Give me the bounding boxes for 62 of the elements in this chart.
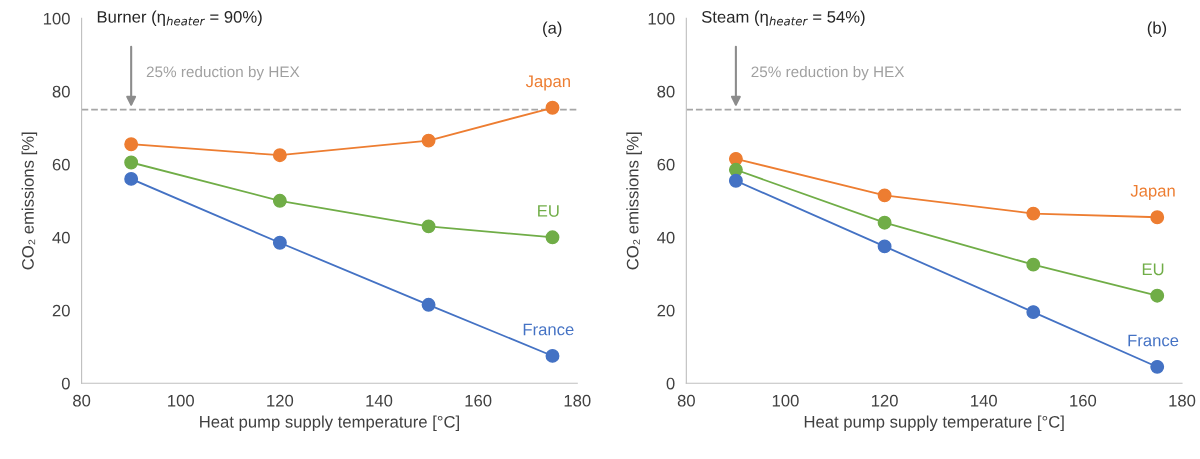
point xyxy=(877,239,892,254)
point xyxy=(421,133,436,148)
point xyxy=(124,155,139,170)
y-tick-label: 80 xyxy=(52,85,70,98)
y-tick-label: 0 xyxy=(666,377,675,390)
x-tick-label: 160 xyxy=(465,394,492,407)
y-tick-label: 100 xyxy=(648,12,675,25)
x-tick-label: 80 xyxy=(73,394,91,407)
y-tick-label: 0 xyxy=(61,377,70,390)
y-tick-label: 20 xyxy=(657,304,675,317)
series-label: EU xyxy=(1142,263,1164,276)
point xyxy=(1026,206,1041,221)
point xyxy=(272,148,287,163)
point xyxy=(1150,210,1165,225)
x-tick-label: 140 xyxy=(971,394,997,407)
x-tick-label: 180 xyxy=(564,394,591,407)
point xyxy=(545,230,560,245)
point xyxy=(124,171,139,186)
y-tick-label: 60 xyxy=(52,158,70,171)
y-tick-label: 80 xyxy=(657,85,675,98)
x-tick-label: 100 xyxy=(772,394,799,407)
point xyxy=(272,235,287,250)
ref-line-label: 25% reduction by HEX xyxy=(146,65,300,81)
x-axis-title: Heat pump supply temperature [°C] xyxy=(200,415,459,431)
y-tick-label: 40 xyxy=(657,231,675,244)
point xyxy=(1026,257,1041,272)
chart-title: Steam (η$_{heater}$ = 54%) xyxy=(701,10,865,27)
point xyxy=(124,137,139,152)
series-label: EU xyxy=(538,205,559,217)
y-tick-label: 20 xyxy=(52,304,70,317)
x-axis-title: Heat pump supply temperature [°C] xyxy=(804,415,1064,431)
series-label: France xyxy=(523,323,574,336)
y-axis-title: CO₂ emissions [%] xyxy=(626,132,642,270)
y-tick-label: 60 xyxy=(657,158,675,171)
annotation: (b) xyxy=(1147,21,1167,38)
point xyxy=(1150,359,1165,374)
point xyxy=(1026,305,1041,320)
x-tick-label: 180 xyxy=(1169,394,1196,407)
point xyxy=(1150,288,1165,303)
chart-title: Burner (η$_{heater}$ = 90%) xyxy=(97,10,262,27)
point xyxy=(728,173,743,188)
point xyxy=(877,215,892,230)
x-tick-label: 160 xyxy=(1070,394,1097,407)
annotation: (a) xyxy=(543,21,562,38)
y-tick-label: 100 xyxy=(43,12,70,25)
series-label: Japan xyxy=(1130,185,1175,200)
point xyxy=(545,100,560,115)
series-label: France xyxy=(1128,334,1179,347)
x-tick-label: 140 xyxy=(366,394,393,407)
x-tick-label: 100 xyxy=(168,394,194,407)
x-tick-label: 120 xyxy=(267,394,294,407)
x-tick-label: 80 xyxy=(677,394,695,407)
y-tick-label: 40 xyxy=(52,231,70,244)
x-tick-label: 120 xyxy=(871,394,898,407)
point xyxy=(272,193,287,208)
point xyxy=(421,219,436,234)
point xyxy=(545,348,560,363)
series-label: Japan xyxy=(525,75,570,91)
y-axis-title: CO₂ emissions [%] xyxy=(21,132,38,270)
ref-line-label: 25% reduction by HEX xyxy=(751,65,905,81)
point xyxy=(421,297,436,312)
point xyxy=(877,188,892,203)
